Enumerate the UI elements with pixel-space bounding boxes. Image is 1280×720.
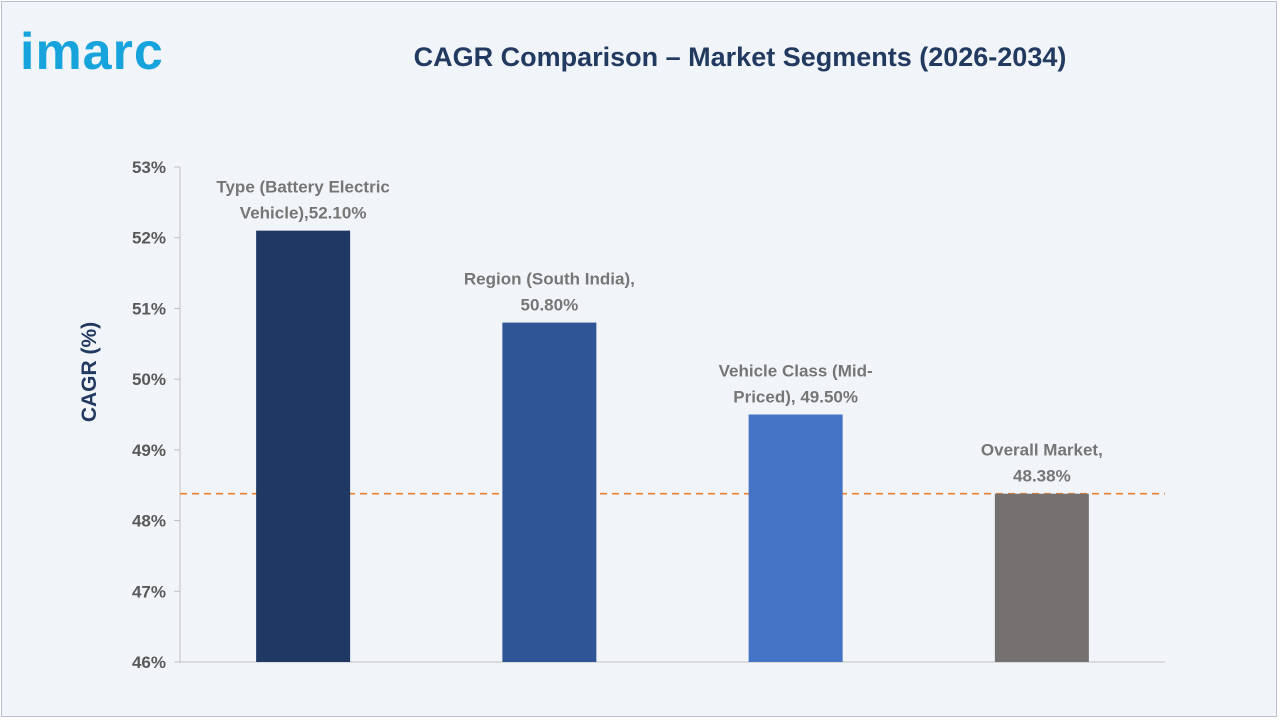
- y-axis-label: CAGR (%): [78, 322, 101, 422]
- bar-data-label: 48.38%: [1013, 467, 1071, 486]
- y-tick-label: 52%: [132, 229, 166, 248]
- bar: [502, 322, 597, 662]
- bars: [256, 230, 1089, 662]
- y-tick-label: 50%: [132, 370, 166, 389]
- bar-data-label: Vehicle),52.10%: [240, 204, 367, 223]
- y-tick-label: 51%: [132, 299, 166, 318]
- bar-data-label: 50.80%: [521, 296, 579, 315]
- bar: [256, 230, 351, 662]
- y-tick-label: 47%: [132, 582, 166, 601]
- bar: [748, 414, 843, 662]
- y-tick-label: 48%: [132, 512, 166, 531]
- y-axis: 46% 47% 48% 49% 50% 51% 52% 53%: [132, 158, 1165, 672]
- chart-title: CAGR Comparison – Market Segments (2026-…: [413, 42, 1067, 72]
- bar-data-label: Type (Battery Electric: [216, 178, 390, 197]
- y-tick-label: 49%: [132, 441, 166, 460]
- y-tick-label: 53%: [132, 158, 166, 177]
- bar-data-label: Vehicle Class (Mid-: [719, 362, 873, 381]
- y-tick-label: 46%: [132, 653, 166, 672]
- bar: [994, 493, 1089, 662]
- data-labels: Type (Battery Electric Vehicle),52.10% Reg…: [216, 178, 1102, 486]
- bar-data-label: Region (South India),: [464, 270, 635, 289]
- bar-data-label: Priced), 49.50%: [733, 388, 858, 407]
- bar-data-label: Overall Market,: [981, 441, 1103, 460]
- imarc-logo: imarc: [20, 23, 164, 81]
